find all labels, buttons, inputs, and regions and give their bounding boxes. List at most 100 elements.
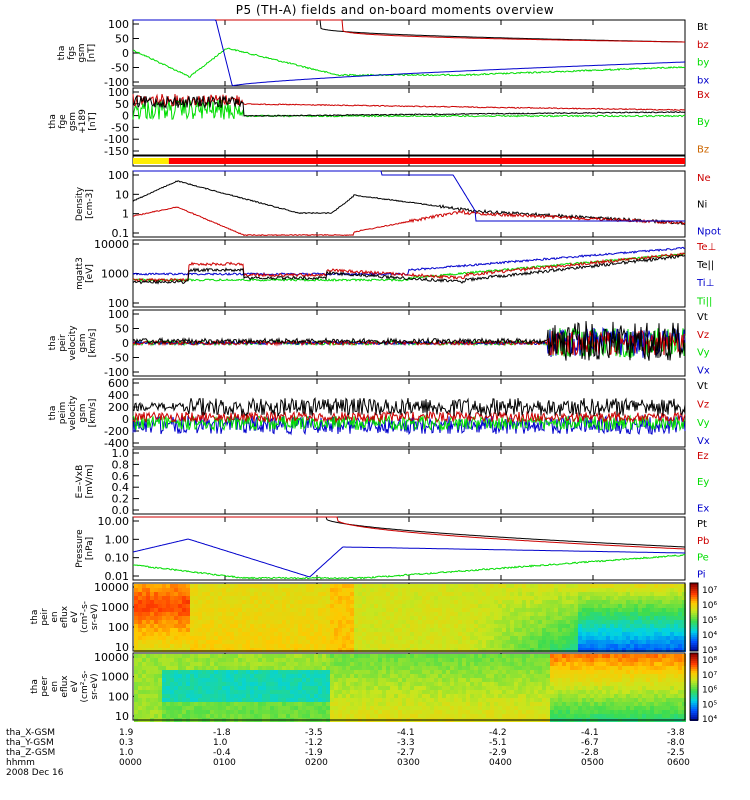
spectrogram-cell bbox=[594, 648, 598, 652]
spectrogram-cell bbox=[626, 698, 630, 702]
spectrogram-cell bbox=[158, 662, 162, 666]
spectrogram-cell bbox=[578, 694, 582, 698]
spectrogram-cell bbox=[486, 588, 490, 592]
spectrogram-cell bbox=[534, 662, 538, 666]
spectrogram-cell bbox=[650, 584, 654, 588]
spectrogram-cell bbox=[570, 662, 574, 666]
spectrogram-cell bbox=[250, 588, 254, 592]
spectrogram-cell bbox=[402, 666, 406, 670]
spectrogram-cell bbox=[382, 600, 386, 604]
spectrogram-cell bbox=[214, 670, 218, 674]
spectrogram-cell bbox=[494, 604, 498, 608]
spectrogram-cell bbox=[506, 612, 510, 616]
spectrogram-cell bbox=[430, 666, 434, 670]
spectrogram-cell bbox=[490, 686, 494, 690]
spectrogram-cell bbox=[230, 620, 234, 624]
spectrogram-cell bbox=[170, 706, 174, 710]
spectrogram-cell bbox=[218, 678, 222, 682]
spectrogram-cell bbox=[614, 662, 618, 666]
spectrogram-cell bbox=[234, 714, 238, 718]
spectrogram-cell bbox=[202, 640, 206, 644]
spectrogram-cell bbox=[522, 674, 526, 678]
spectrogram-cell bbox=[174, 678, 178, 682]
spectrogram-cell bbox=[406, 682, 410, 686]
spectrogram-cell bbox=[538, 584, 542, 588]
spectrogram-cell bbox=[534, 636, 538, 640]
spectrogram-cell bbox=[526, 644, 530, 648]
spectrogram-cell bbox=[214, 620, 218, 624]
spectrogram-cell bbox=[518, 658, 522, 662]
spectrogram-cell bbox=[490, 666, 494, 670]
spectrogram-cell bbox=[570, 636, 574, 640]
spectrogram-cell bbox=[418, 682, 422, 686]
spectrogram-cell bbox=[394, 706, 398, 710]
spectrogram-cell bbox=[470, 710, 474, 714]
spectrogram-cell bbox=[410, 670, 414, 674]
spectrogram-cell bbox=[134, 710, 138, 714]
spectrogram-cell bbox=[310, 648, 314, 652]
legend-entry: Te|| bbox=[696, 260, 714, 271]
spectrogram-cell bbox=[442, 706, 446, 710]
spectrogram-cell bbox=[646, 596, 650, 600]
spectrogram-cell bbox=[482, 612, 486, 616]
spectrogram-cell bbox=[298, 596, 302, 600]
spectrogram-cell bbox=[442, 640, 446, 644]
spectrogram-cell bbox=[302, 648, 306, 652]
spectrogram-cell bbox=[238, 596, 242, 600]
spectrogram-cell bbox=[626, 644, 630, 648]
spectrogram-cell bbox=[422, 616, 426, 620]
spectrogram-cell bbox=[506, 616, 510, 620]
spectrogram-cell bbox=[334, 612, 338, 616]
spectrogram-cell bbox=[414, 654, 418, 658]
spectrogram-cell bbox=[430, 686, 434, 690]
spectrogram-cell bbox=[326, 706, 330, 710]
spectrogram-cell bbox=[270, 596, 274, 600]
spectrogram-cell bbox=[350, 690, 354, 694]
spectrogram-cell bbox=[334, 648, 338, 652]
spectrogram-cell bbox=[610, 632, 614, 636]
spectrogram-cell bbox=[198, 632, 202, 636]
spectrogram-cell bbox=[398, 640, 402, 644]
spectrogram-cell bbox=[654, 710, 658, 714]
spectrogram-cell bbox=[414, 678, 418, 682]
spectrogram-cell bbox=[574, 600, 578, 604]
spectrogram-cell bbox=[390, 682, 394, 686]
spectrogram-cell bbox=[594, 588, 598, 592]
spectrogram-cell bbox=[650, 706, 654, 710]
y-tick-label: -100 bbox=[104, 366, 129, 379]
spectrogram-cell bbox=[154, 584, 158, 588]
spectrogram-cell bbox=[510, 670, 514, 674]
spectrogram-cell bbox=[290, 690, 294, 694]
spectrogram-cell bbox=[230, 702, 234, 706]
spectrogram-cell bbox=[574, 592, 578, 596]
spectrogram-cell bbox=[330, 640, 334, 644]
spectrogram-cell bbox=[458, 658, 462, 662]
spectrogram-cell bbox=[378, 600, 382, 604]
spectrogram-cell bbox=[142, 690, 146, 694]
spectrogram-cell bbox=[498, 608, 502, 612]
spectrogram-cell bbox=[498, 628, 502, 632]
spectrogram-cell bbox=[570, 612, 574, 616]
spectrogram-cell bbox=[630, 616, 634, 620]
spectrogram-cell bbox=[662, 714, 666, 718]
spectrogram-cell bbox=[590, 592, 594, 596]
spectrogram-cell bbox=[138, 616, 142, 620]
spectrogram-cell bbox=[270, 636, 274, 640]
spectrogram-cell bbox=[302, 596, 306, 600]
spectrogram-cell bbox=[190, 612, 194, 616]
spectrogram-cell bbox=[322, 608, 326, 612]
spectrogram-cell bbox=[334, 608, 338, 612]
spectrogram-cell bbox=[474, 702, 478, 706]
spectrogram-cell bbox=[526, 640, 530, 644]
y-tick-label: 0.0 bbox=[112, 504, 130, 517]
spectrogram-cell bbox=[210, 686, 214, 690]
spectrogram-cell bbox=[354, 596, 358, 600]
spectrogram-cell bbox=[182, 658, 186, 662]
spectrogram-cell bbox=[330, 608, 334, 612]
spectrogram-cell bbox=[662, 620, 666, 624]
spectrogram-cell bbox=[498, 596, 502, 600]
spectrogram-cell bbox=[598, 612, 602, 616]
spectrogram-cell bbox=[562, 612, 566, 616]
spectrogram-cell bbox=[170, 592, 174, 596]
spectrogram-cell bbox=[142, 648, 146, 652]
